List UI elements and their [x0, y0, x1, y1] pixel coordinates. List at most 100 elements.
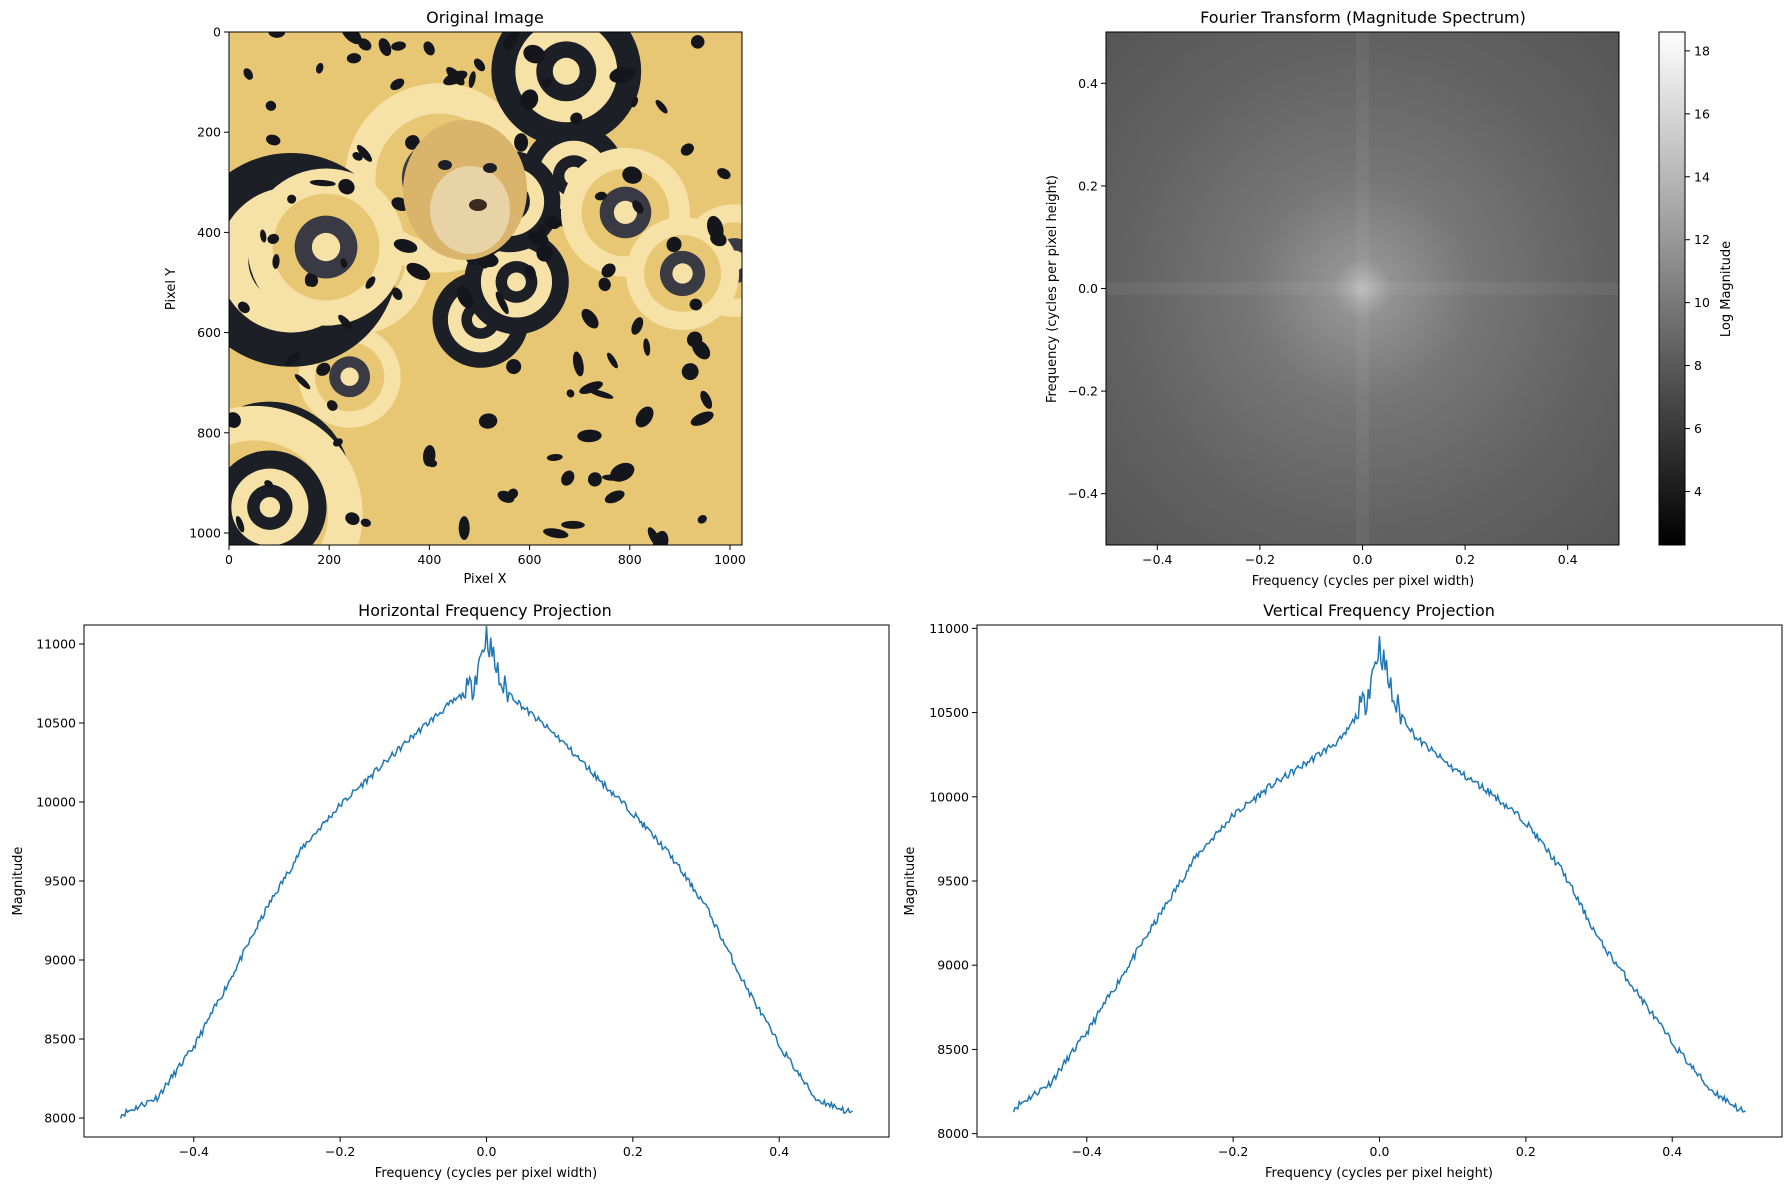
colorbar-tick-label: 8	[1694, 358, 1702, 373]
leopard-spot	[666, 236, 682, 253]
leopard-spot	[326, 400, 338, 411]
vertical-projection-ytick-label: 10500	[929, 705, 969, 720]
leopard-spot	[315, 62, 324, 74]
leopard-spot	[577, 429, 602, 443]
leopard-spot	[346, 53, 362, 64]
spectrum-xtick-label: −0.2	[1245, 552, 1275, 567]
leopard-spot	[710, 231, 727, 247]
leopard-spot	[528, 230, 549, 246]
original-image-xtick-label: 600	[518, 552, 542, 567]
leopard-spot	[495, 291, 509, 315]
leopard-spot	[655, 99, 668, 114]
leopard-spot	[601, 263, 616, 278]
spectrum-xlabel: Frequency (cycles per pixel width)	[1252, 574, 1474, 589]
leopard-spot	[587, 472, 602, 487]
leopard-spot	[458, 516, 470, 541]
vertical-projection-panel: Vertical Frequency Projection −0.4 −0.2 0.…	[903, 601, 1783, 1181]
colorbar-tick-label: 14	[1694, 169, 1710, 184]
horizontal-projection-ylabel: Magnitude	[11, 847, 26, 916]
leopard-spot	[588, 389, 614, 399]
spectrum-title: Fourier Transform (Magnitude Spectrum)	[1200, 8, 1526, 27]
leopard-spot	[266, 134, 281, 146]
spectrum-xtick-label: 0.2	[1455, 552, 1475, 567]
leopard-spot	[631, 96, 639, 108]
leopard-spot	[365, 276, 376, 289]
leopard-spot	[647, 527, 661, 545]
leopard-spot	[316, 362, 331, 376]
vertical-projection-ytick-label: 8000	[937, 1126, 969, 1141]
leopard-spot	[546, 453, 563, 461]
leopard-spot	[632, 200, 644, 214]
original-image-ytick-label: 800	[197, 425, 221, 440]
leopard-spot	[602, 474, 622, 481]
vertical-projection-xtick-label: 0.0	[1370, 1144, 1390, 1159]
horizontal-projection-xtick-label: 0.0	[477, 1144, 497, 1159]
horizontal-projection-panel: Horizontal Frequency Projection −0.4 −0.2…	[11, 601, 890, 1181]
leopard-spot	[503, 32, 519, 51]
leopard-spot	[264, 480, 273, 488]
horizontal-projection-ytick-label: 10500	[36, 715, 76, 730]
leopard-spot	[594, 191, 607, 201]
vertical-projection-xlabel: Frequency (cycles per pixel height)	[1265, 1166, 1493, 1181]
leopard-spot	[393, 239, 418, 253]
leopard-spot	[341, 32, 362, 45]
leopard-spot	[356, 144, 373, 162]
leopard-artwork	[229, 32, 742, 545]
leopard-head	[403, 120, 527, 260]
vertical-projection-ytick-label: 10000	[929, 789, 969, 804]
leopard-spot	[229, 412, 241, 428]
leopard-spot	[237, 301, 250, 314]
leopard-spot	[635, 406, 654, 428]
spectrum-ytick-label: 0.4	[1078, 76, 1098, 91]
leopard-spot	[690, 35, 705, 49]
spectrum-ytick-label: −0.4	[1068, 486, 1098, 501]
leopard-spot	[572, 351, 584, 377]
original-image-ytick-label: 400	[197, 225, 221, 240]
colorbar-tick-label: 12	[1694, 232, 1710, 247]
leopard-spot	[338, 314, 353, 330]
leopard-spot	[360, 518, 371, 527]
leopard-spot	[332, 438, 343, 447]
leopard-spot	[304, 272, 314, 287]
horizontal-projection-xtick-label: −0.4	[179, 1144, 209, 1159]
leopard-spot	[260, 229, 267, 243]
vertical-projection-xtick-label: −0.2	[1218, 1144, 1248, 1159]
leopard-spot	[427, 459, 438, 468]
leopard-spot	[717, 168, 731, 180]
spectrum-ytick-label: 0.2	[1078, 178, 1098, 193]
leopard-spot	[622, 166, 643, 184]
leopard-spot	[524, 265, 536, 281]
leopard-spot	[473, 58, 486, 72]
leopard-spot	[542, 78, 552, 88]
vertical-projection-ytick-label: 8500	[937, 1042, 969, 1057]
leopard-spot	[294, 374, 311, 390]
leopard-spot	[598, 277, 611, 292]
vertical-projection-xtick-label: −0.4	[1072, 1144, 1102, 1159]
leopard-spot	[506, 359, 522, 375]
leopard-spot	[681, 363, 699, 381]
leopard-spot	[456, 285, 474, 309]
leopard-spot	[243, 68, 254, 80]
leopard-spot	[561, 520, 585, 529]
leopard-spot	[561, 470, 575, 486]
leopard-spot	[604, 490, 625, 504]
leopard-spot	[609, 66, 635, 84]
leopard-spot	[235, 515, 245, 533]
original-image-xtick-label: 0	[225, 552, 233, 567]
original-image-panel: Original Image 0 200 400 600 800 1000 0 200 400 6…	[164, 8, 746, 587]
horizontal-projection-ytick-label: 8500	[44, 1032, 76, 1047]
colorbar-tick-label: 10	[1694, 295, 1710, 310]
horizontal-projection-ytick-label: 9500	[44, 874, 76, 889]
original-image-ytick-label: 200	[197, 125, 221, 140]
horizontal-projection-xtick-label: 0.4	[769, 1144, 789, 1159]
leopard-spot	[543, 528, 569, 539]
horizontal-projection-title: Horizontal Frequency Projection	[358, 601, 612, 620]
colorbar-label: Log Magnitude	[1719, 241, 1734, 337]
colorbar: 4 6 8 10 12 14 16 18 Log Magnitude	[1658, 31, 1734, 546]
leopard-spot	[391, 287, 403, 301]
spectrum-ytick-label: 0.0	[1078, 281, 1098, 296]
colorbar-tick-label: 16	[1694, 106, 1710, 121]
vertical-projection-ytick-label: 9000	[937, 958, 969, 973]
leopard-spot	[287, 194, 297, 204]
